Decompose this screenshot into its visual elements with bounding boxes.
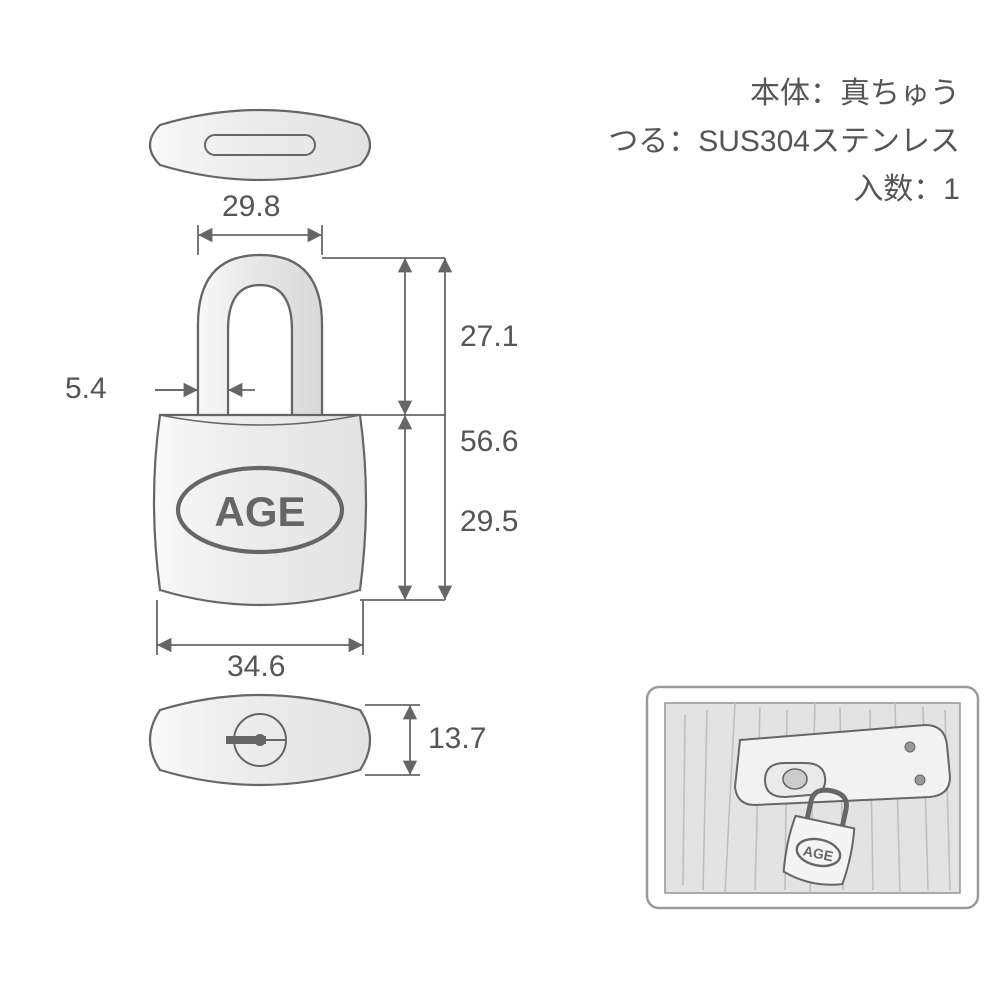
main-diagram: AGE [50, 90, 570, 890]
dim-body-width: 34.6 [227, 650, 285, 684]
dim-body-height: 29.5 [460, 505, 518, 539]
logo-text: AGE [214, 488, 305, 535]
usage-inset: AGE [645, 685, 980, 910]
front-view: AGE [154, 255, 366, 605]
bottom-view [150, 695, 370, 785]
spec-block: 本体：真ちゅう つる：SUS304ステンレス 入数：1 [608, 70, 960, 214]
dim-shackle-height: 27.1 [460, 320, 518, 354]
spec-qty: 入数：1 [608, 166, 960, 214]
spec-shackle: つる：SUS304ステンレス [608, 118, 960, 166]
top-view [150, 110, 370, 180]
spec-body: 本体：真ちゅう [608, 70, 960, 118]
dim-total-height: 56.6 [460, 425, 518, 459]
dim-shackle-thick: 5.4 [65, 372, 107, 406]
dim-body-depth: 13.7 [428, 722, 486, 756]
padlock-svg: AGE [50, 90, 570, 890]
inset-svg: AGE [645, 685, 980, 910]
dim-shackle-width: 29.8 [222, 190, 280, 224]
